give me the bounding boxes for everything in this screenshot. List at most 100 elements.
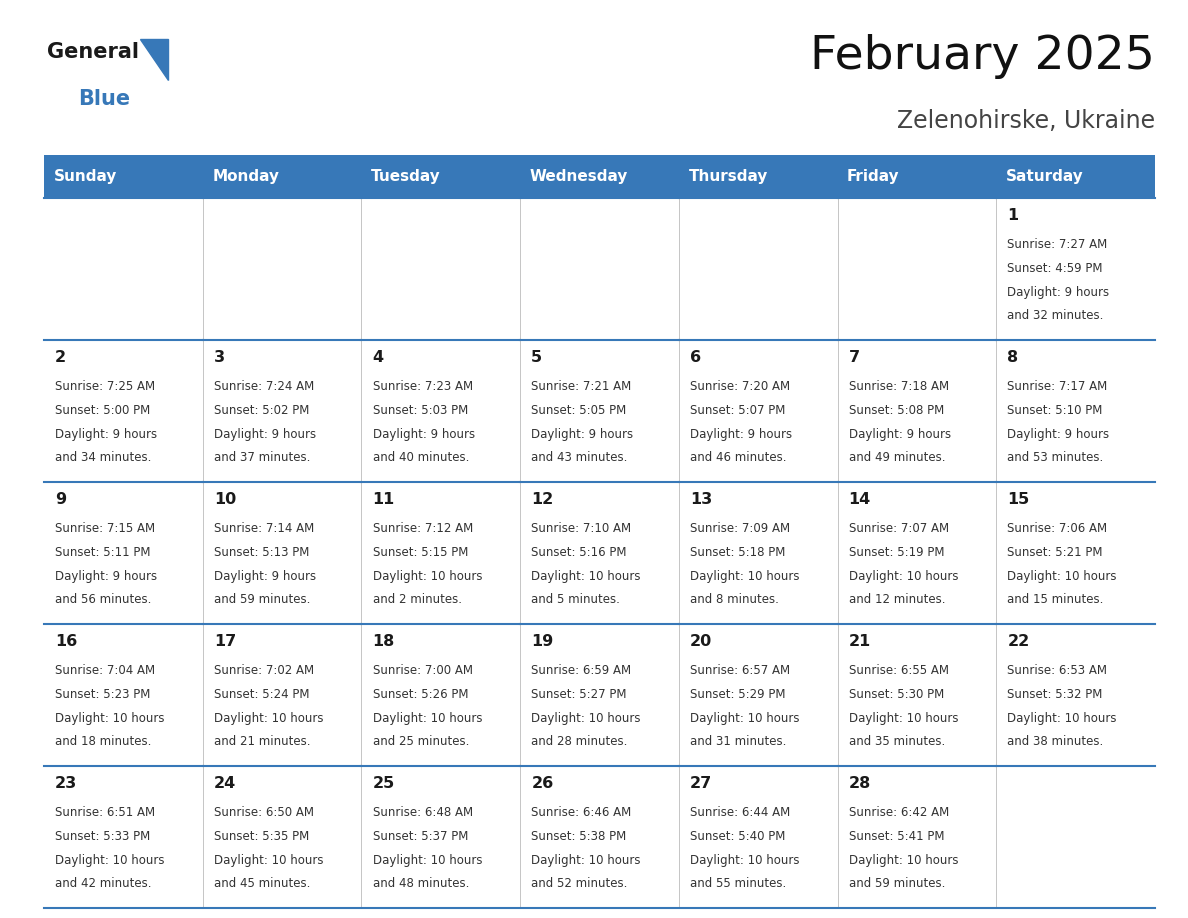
Text: Sunrise: 7:18 AM: Sunrise: 7:18 AM bbox=[848, 380, 949, 393]
Text: 17: 17 bbox=[214, 634, 236, 649]
Text: Sunrise: 6:42 AM: Sunrise: 6:42 AM bbox=[848, 806, 949, 819]
Text: General: General bbox=[48, 42, 139, 62]
Text: and 59 minutes.: and 59 minutes. bbox=[214, 593, 310, 606]
Text: Sunset: 5:40 PM: Sunset: 5:40 PM bbox=[690, 830, 785, 843]
Text: 25: 25 bbox=[373, 776, 394, 791]
Text: and 53 minutes.: and 53 minutes. bbox=[1007, 451, 1104, 464]
Text: Daylight: 10 hours: Daylight: 10 hours bbox=[531, 712, 640, 725]
Text: Daylight: 10 hours: Daylight: 10 hours bbox=[690, 570, 800, 583]
Text: Sunset: 5:08 PM: Sunset: 5:08 PM bbox=[848, 404, 944, 417]
Text: Daylight: 9 hours: Daylight: 9 hours bbox=[214, 570, 316, 583]
Text: Wednesday: Wednesday bbox=[530, 169, 628, 184]
Text: Sunset: 5:27 PM: Sunset: 5:27 PM bbox=[531, 688, 627, 701]
Text: Sunset: 5:00 PM: Sunset: 5:00 PM bbox=[55, 404, 151, 417]
Text: 23: 23 bbox=[55, 776, 77, 791]
Text: and 42 minutes.: and 42 minutes. bbox=[55, 877, 152, 890]
Text: Sunrise: 7:06 AM: Sunrise: 7:06 AM bbox=[1007, 521, 1107, 535]
Text: Daylight: 10 hours: Daylight: 10 hours bbox=[373, 712, 482, 725]
Text: and 5 minutes.: and 5 minutes. bbox=[531, 593, 620, 606]
Text: and 21 minutes.: and 21 minutes. bbox=[214, 734, 310, 748]
Text: and 32 minutes.: and 32 minutes. bbox=[1007, 308, 1104, 322]
Text: Sunset: 5:29 PM: Sunset: 5:29 PM bbox=[690, 688, 785, 701]
Text: Daylight: 9 hours: Daylight: 9 hours bbox=[55, 428, 157, 441]
Text: Sunrise: 7:23 AM: Sunrise: 7:23 AM bbox=[373, 380, 473, 393]
Text: Daylight: 9 hours: Daylight: 9 hours bbox=[373, 428, 475, 441]
Text: and 37 minutes.: and 37 minutes. bbox=[214, 451, 310, 464]
Text: Sunset: 5:38 PM: Sunset: 5:38 PM bbox=[531, 830, 626, 843]
Text: and 38 minutes.: and 38 minutes. bbox=[1007, 734, 1104, 748]
Text: Sunset: 5:13 PM: Sunset: 5:13 PM bbox=[214, 546, 309, 559]
Text: 12: 12 bbox=[531, 492, 554, 507]
Text: Sunset: 5:35 PM: Sunset: 5:35 PM bbox=[214, 830, 309, 843]
Text: Sunset: 5:33 PM: Sunset: 5:33 PM bbox=[55, 830, 151, 843]
Text: and 35 minutes.: and 35 minutes. bbox=[848, 734, 944, 748]
Text: Sunrise: 6:50 AM: Sunrise: 6:50 AM bbox=[214, 806, 314, 819]
Text: Daylight: 9 hours: Daylight: 9 hours bbox=[55, 570, 157, 583]
Text: February 2025: February 2025 bbox=[810, 34, 1155, 79]
Text: Sunrise: 6:44 AM: Sunrise: 6:44 AM bbox=[690, 806, 790, 819]
Text: and 40 minutes.: and 40 minutes. bbox=[373, 451, 469, 464]
Text: and 28 minutes.: and 28 minutes. bbox=[531, 734, 627, 748]
Text: Sunrise: 7:27 AM: Sunrise: 7:27 AM bbox=[1007, 238, 1107, 251]
Text: Daylight: 10 hours: Daylight: 10 hours bbox=[214, 854, 323, 867]
Text: Sunrise: 6:55 AM: Sunrise: 6:55 AM bbox=[848, 664, 949, 677]
Text: Sunrise: 7:14 AM: Sunrise: 7:14 AM bbox=[214, 521, 314, 535]
Text: Sunset: 5:19 PM: Sunset: 5:19 PM bbox=[848, 546, 944, 559]
Text: Sunrise: 7:10 AM: Sunrise: 7:10 AM bbox=[531, 521, 631, 535]
Text: Sunrise: 7:00 AM: Sunrise: 7:00 AM bbox=[373, 664, 473, 677]
Text: Daylight: 10 hours: Daylight: 10 hours bbox=[214, 712, 323, 725]
Text: Sunrise: 7:07 AM: Sunrise: 7:07 AM bbox=[848, 521, 949, 535]
Text: Daylight: 10 hours: Daylight: 10 hours bbox=[848, 854, 959, 867]
Text: 1: 1 bbox=[1007, 208, 1018, 223]
Text: Sunset: 5:32 PM: Sunset: 5:32 PM bbox=[1007, 688, 1102, 701]
Text: and 15 minutes.: and 15 minutes. bbox=[1007, 593, 1104, 606]
Text: Tuesday: Tuesday bbox=[371, 169, 441, 184]
Text: Sunset: 5:26 PM: Sunset: 5:26 PM bbox=[373, 688, 468, 701]
Text: Sunday: Sunday bbox=[53, 169, 116, 184]
Text: Sunrise: 7:20 AM: Sunrise: 7:20 AM bbox=[690, 380, 790, 393]
Text: 14: 14 bbox=[848, 492, 871, 507]
Text: 7: 7 bbox=[848, 350, 860, 365]
Text: 15: 15 bbox=[1007, 492, 1030, 507]
Text: Sunset: 5:37 PM: Sunset: 5:37 PM bbox=[373, 830, 468, 843]
Text: Sunrise: 6:53 AM: Sunrise: 6:53 AM bbox=[1007, 664, 1107, 677]
Text: Sunset: 5:21 PM: Sunset: 5:21 PM bbox=[1007, 546, 1102, 559]
Text: Daylight: 10 hours: Daylight: 10 hours bbox=[690, 712, 800, 725]
Text: Sunset: 5:10 PM: Sunset: 5:10 PM bbox=[1007, 404, 1102, 417]
Text: Sunrise: 6:59 AM: Sunrise: 6:59 AM bbox=[531, 664, 631, 677]
Text: 22: 22 bbox=[1007, 634, 1030, 649]
Text: 27: 27 bbox=[690, 776, 713, 791]
Text: Daylight: 10 hours: Daylight: 10 hours bbox=[531, 570, 640, 583]
Text: Daylight: 10 hours: Daylight: 10 hours bbox=[55, 854, 165, 867]
Text: Sunrise: 7:24 AM: Sunrise: 7:24 AM bbox=[214, 380, 314, 393]
Text: Daylight: 10 hours: Daylight: 10 hours bbox=[1007, 712, 1117, 725]
Text: 28: 28 bbox=[848, 776, 871, 791]
Text: Daylight: 9 hours: Daylight: 9 hours bbox=[690, 428, 792, 441]
Text: and 48 minutes.: and 48 minutes. bbox=[373, 877, 469, 890]
Text: Sunset: 5:02 PM: Sunset: 5:02 PM bbox=[214, 404, 309, 417]
Text: Daylight: 9 hours: Daylight: 9 hours bbox=[848, 428, 950, 441]
Text: 2: 2 bbox=[55, 350, 67, 365]
Text: 24: 24 bbox=[214, 776, 236, 791]
Text: Sunrise: 6:46 AM: Sunrise: 6:46 AM bbox=[531, 806, 632, 819]
Text: Daylight: 9 hours: Daylight: 9 hours bbox=[531, 428, 633, 441]
Text: Daylight: 10 hours: Daylight: 10 hours bbox=[1007, 570, 1117, 583]
Text: 16: 16 bbox=[55, 634, 77, 649]
Text: Sunrise: 7:04 AM: Sunrise: 7:04 AM bbox=[55, 664, 156, 677]
Text: 4: 4 bbox=[373, 350, 384, 365]
Text: Sunrise: 7:02 AM: Sunrise: 7:02 AM bbox=[214, 664, 314, 677]
Text: 3: 3 bbox=[214, 350, 225, 365]
Text: 11: 11 bbox=[373, 492, 394, 507]
Text: Sunrise: 7:15 AM: Sunrise: 7:15 AM bbox=[55, 521, 156, 535]
Text: Sunset: 5:15 PM: Sunset: 5:15 PM bbox=[373, 546, 468, 559]
Text: 26: 26 bbox=[531, 776, 554, 791]
Text: 10: 10 bbox=[214, 492, 236, 507]
Text: Sunset: 5:16 PM: Sunset: 5:16 PM bbox=[531, 546, 627, 559]
Text: and 55 minutes.: and 55 minutes. bbox=[690, 877, 786, 890]
Text: Sunset: 4:59 PM: Sunset: 4:59 PM bbox=[1007, 262, 1102, 274]
Text: Daylight: 10 hours: Daylight: 10 hours bbox=[373, 854, 482, 867]
Text: and 49 minutes.: and 49 minutes. bbox=[848, 451, 946, 464]
Text: and 46 minutes.: and 46 minutes. bbox=[690, 451, 786, 464]
Text: Sunset: 5:30 PM: Sunset: 5:30 PM bbox=[848, 688, 944, 701]
Text: Sunrise: 6:48 AM: Sunrise: 6:48 AM bbox=[373, 806, 473, 819]
